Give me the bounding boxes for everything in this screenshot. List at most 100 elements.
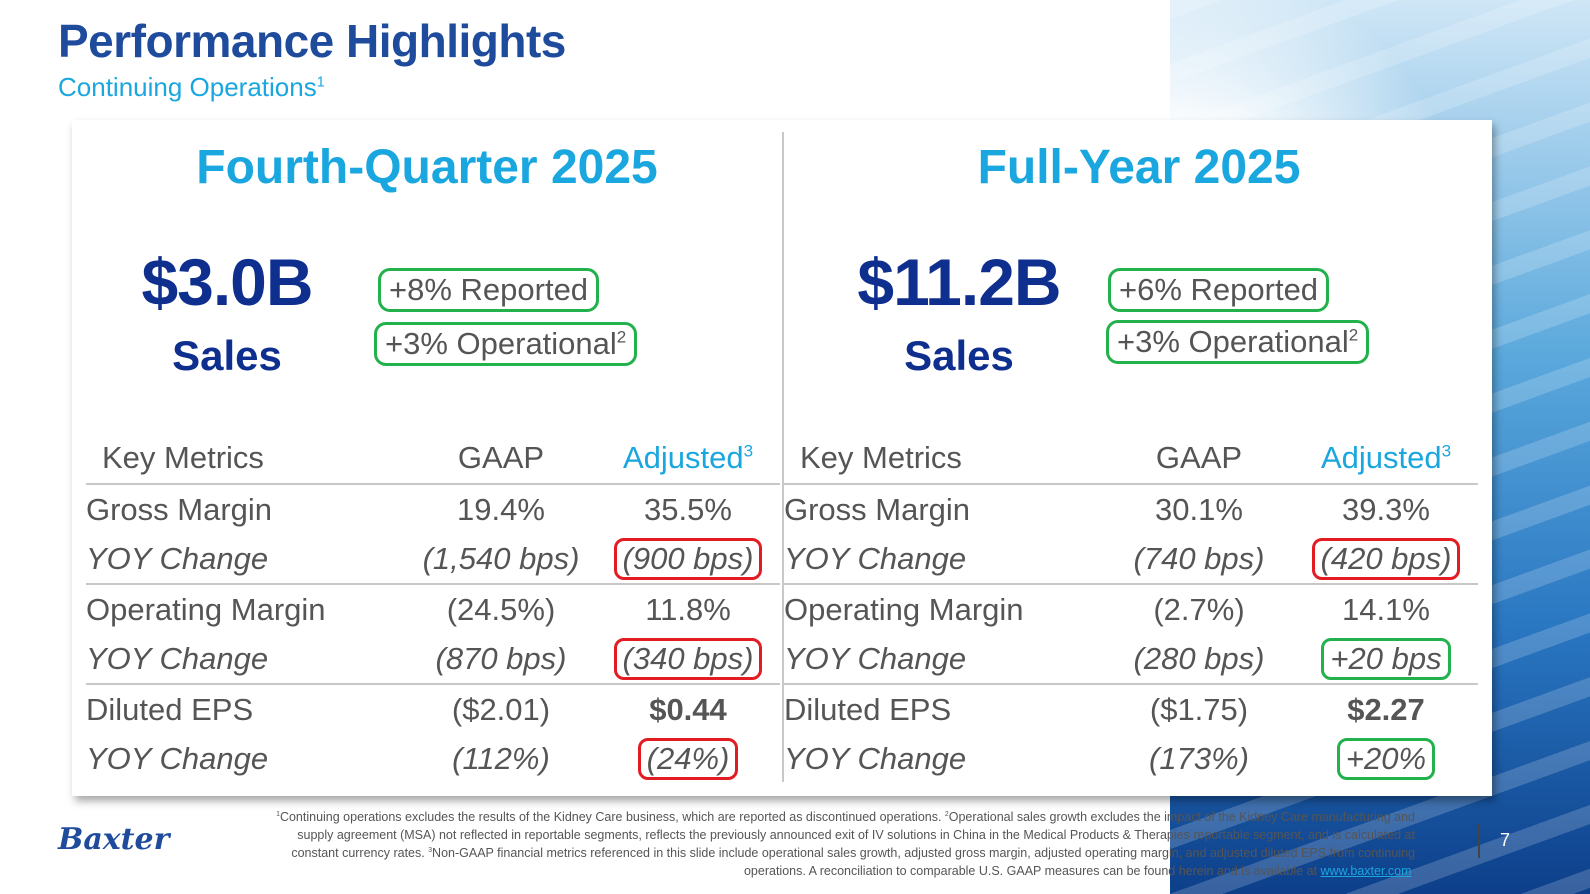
footnote-2: Operational sales growth excludes the im… (291, 810, 1415, 860)
adjusted-value-cell: (420 bps) (1294, 534, 1478, 584)
header-adjusted-text: Adjusted (622, 439, 744, 475)
table-header-row: Key Metrics GAAP Adjusted3 (784, 432, 1478, 485)
operational-growth-badge: +3% Operational2 (374, 322, 638, 366)
panel-fy-2025: Full-Year 2025 $11.2B Sales +6% Reported… (784, 120, 1494, 796)
sales-label: Sales (904, 332, 1014, 379)
gaap-value: ($2.01) (406, 683, 596, 734)
header-adjusted: Adjusted3 (1294, 432, 1478, 485)
footnote-marker: 3 (428, 846, 433, 854)
gaap-value: (173%) (1149, 741, 1249, 776)
page-number-divider (1478, 824, 1480, 858)
adjusted-value: +20% (1336, 738, 1436, 780)
header-key-metrics: Key Metrics (86, 432, 406, 485)
baxter-website-link[interactable]: www.baxter.com (1320, 864, 1412, 878)
table-row: YOY Change (1,540 bps) (900 bps) (86, 534, 780, 584)
gaap-value: 30.1% (1155, 491, 1243, 527)
adjusted-value-cell: +20% (1294, 734, 1478, 784)
metric-name: Operating Margin (784, 583, 1104, 634)
panel-title: Full-Year 2025 (977, 141, 1301, 194)
reported-growth-badge: +8% Reported (378, 268, 600, 312)
footnote-1: Continuing operations excludes the resul… (279, 810, 945, 824)
page-title: Performance Highlights (58, 15, 566, 67)
adjusted-value-cell: +20 bps (1294, 634, 1478, 684)
page-number: 7 (1500, 830, 1511, 850)
gaap-value: (870 bps) (435, 640, 567, 676)
footnote-ref: 1 (316, 74, 325, 91)
footnote-ref: 3 (1441, 441, 1452, 461)
table-row: Gross Margin 30.1% 39.3% (784, 484, 1478, 534)
adjusted-value: +20 bps (1321, 637, 1451, 680)
gaap-value: ($1.75) (1104, 683, 1294, 734)
table-row: YOY Change (740 bps) (420 bps) (784, 534, 1478, 584)
gaap-value: (112%) (452, 741, 550, 776)
metrics-table: Key Metrics GAAP Adjusted3 Gross Margin … (86, 432, 780, 784)
footnote-3: Non-GAAP financial metrics referenced in… (432, 846, 1415, 878)
footnote-marker: 1 (276, 810, 280, 818)
sales-value: $3.0B (141, 245, 313, 319)
metric-name: YOY Change (86, 540, 269, 576)
adjusted-value: (340 bps) (613, 637, 763, 680)
metric-name: YOY Change (86, 640, 269, 676)
metric-name: Diluted EPS (784, 683, 1104, 734)
footnote-ref: 2 (1348, 325, 1359, 345)
adjusted-value: 39.3% (1342, 491, 1430, 527)
header-adjusted-text: Adjusted (1320, 439, 1442, 475)
gaap-value: (1,540 bps) (422, 540, 580, 576)
metric-name: YOY Change (784, 741, 967, 776)
table-row: Diluted EPS ($2.01) $0.44 (86, 683, 780, 734)
table-header-row: Key Metrics GAAP Adjusted3 (86, 432, 780, 485)
metrics-table: Key Metrics GAAP Adjusted3 Gross Margin … (784, 432, 1478, 784)
panel-divider (782, 132, 784, 782)
footnotes: 1Continuing operations excludes the resu… (270, 808, 1415, 880)
subtitle-text: Continuing Operations (58, 72, 317, 102)
metric-name: YOY Change (784, 640, 967, 676)
adjusted-value: $2.27 (1294, 683, 1478, 734)
metric-name: Operating Margin (86, 583, 406, 634)
baxter-logo: Baxter (58, 822, 170, 857)
header-gaap: GAAP (406, 432, 596, 485)
adjusted-value-cell: (340 bps) (596, 634, 780, 684)
gaap-value: (280 bps) (1133, 640, 1265, 676)
footnote-ref: 3 (743, 441, 754, 461)
table-row: YOY Change (173%) +20% (784, 734, 1478, 784)
table-row: Diluted EPS ($1.75) $2.27 (784, 683, 1478, 734)
operational-growth-badge: +3% Operational2 (1106, 320, 1370, 364)
adjusted-value: $0.44 (596, 683, 780, 734)
metric-name: Gross Margin (784, 491, 971, 527)
adjusted-value: 35.5% (644, 491, 732, 527)
table-row: Operating Margin (2.7%) 14.1% (784, 583, 1478, 634)
metric-name: YOY Change (784, 540, 967, 576)
page-subtitle: Continuing Operations1 (58, 72, 325, 103)
sales-label: Sales (172, 332, 282, 379)
table-row: YOY Change (112%) (24%) (86, 734, 780, 784)
metric-name: Gross Margin (86, 491, 273, 527)
gaap-value: (2.7%) (1104, 583, 1294, 634)
adjusted-value: (420 bps) (1311, 537, 1461, 580)
table-row: YOY Change (870 bps) (340 bps) (86, 634, 780, 684)
sales-value: $11.2B (857, 245, 1061, 319)
gaap-value: (24.5%) (406, 583, 596, 634)
panel-title: Fourth-Quarter 2025 (196, 141, 658, 194)
table-row: Operating Margin (24.5%) 11.8% (86, 583, 780, 634)
footnote-marker: 2 (944, 810, 949, 818)
adjusted-value: 14.1% (1294, 583, 1478, 634)
metric-name: YOY Change (86, 741, 269, 776)
footnote-ref: 2 (616, 327, 627, 347)
table-row: Gross Margin 19.4% 35.5% (86, 484, 780, 534)
adjusted-value: (24%) (637, 738, 739, 780)
adjusted-value-cell: (900 bps) (596, 534, 780, 584)
gaap-value: 19.4% (457, 491, 545, 527)
adjusted-value-cell: (24%) (596, 734, 780, 784)
header-gaap: GAAP (1104, 432, 1294, 485)
header-adjusted: Adjusted3 (596, 432, 780, 485)
adjusted-value: (900 bps) (613, 537, 763, 580)
table-row: YOY Change (280 bps) +20 bps (784, 634, 1478, 684)
panel-q4-2025: Fourth-Quarter 2025 $3.0B Sales +8% Repo… (72, 120, 782, 796)
metric-name: Diluted EPS (86, 683, 406, 734)
adjusted-value: 11.8% (596, 583, 780, 634)
highlights-card: Fourth-Quarter 2025 $3.0B Sales +8% Repo… (72, 120, 1492, 796)
operational-growth-text: +3% Operational (385, 326, 617, 361)
reported-growth-badge: +6% Reported (1108, 268, 1330, 312)
gaap-value: (740 bps) (1133, 540, 1265, 576)
footnote-end: . (1411, 864, 1415, 878)
